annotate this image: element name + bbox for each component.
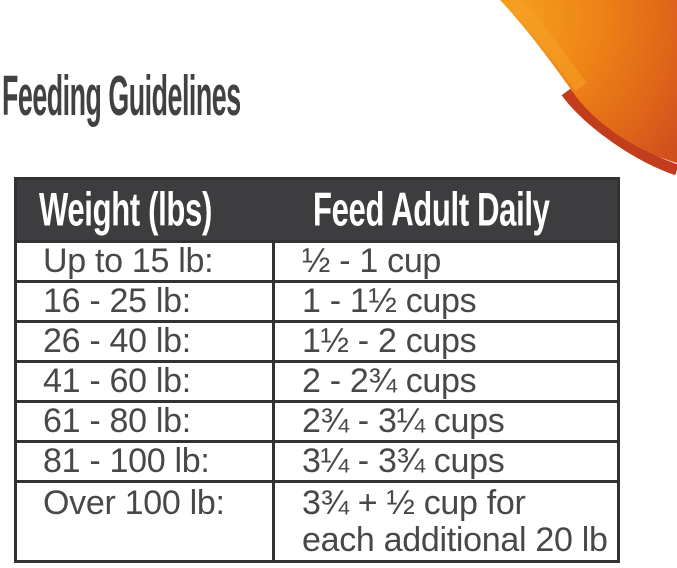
feed-cell: ½ - 1 cup	[272, 243, 617, 280]
feed-cell: 1½ - 2 cups	[272, 323, 617, 360]
weight-cell: 26 - 40 lb:	[43, 322, 191, 360]
feeding-table: Weight (lbs) Feed Adult Daily Up to 15 l…	[14, 177, 620, 563]
swoosh-rim	[561, 88, 677, 176]
feed-cell: 2 - 2¾ cups	[272, 363, 617, 400]
table-row: 41 - 60 lb: 2 - 2¾ cups	[17, 360, 617, 400]
column-header-feed: Feed Adult Daily	[313, 182, 550, 236]
feed-cell: 3¼ - 3¾ cups	[272, 443, 617, 480]
swoosh-highlight	[507, 0, 587, 92]
page-title: Feeding Guidelines	[2, 64, 241, 128]
feed-cell: 1 - 1½ cups	[272, 283, 617, 320]
weight-cell: Over 100 lb:	[43, 484, 225, 522]
table-row: Over 100 lb: 3¾ + ½ cup for each additio…	[17, 480, 617, 560]
table-row: 61 - 80 lb: 2¾ - 3¼ cups	[17, 400, 617, 440]
table-header-row: Weight (lbs) Feed Adult Daily	[17, 180, 617, 240]
table-row: Up to 15 lb: ½ - 1 cup	[17, 240, 617, 280]
swoosh-body	[500, 0, 677, 163]
weight-cell: 16 - 25 lb:	[43, 282, 191, 320]
table-row: 16 - 25 lb: 1 - 1½ cups	[17, 280, 617, 320]
feed-cell: 3¾ + ½ cup for each additional 20 lb	[272, 483, 617, 560]
weight-cell: 41 - 60 lb:	[43, 362, 191, 400]
table-row: 81 - 100 lb: 3¼ - 3¾ cups	[17, 440, 617, 480]
table-row: 26 - 40 lb: 1½ - 2 cups	[17, 320, 617, 360]
table-body: Up to 15 lb: ½ - 1 cup 16 - 25 lb: 1 - 1…	[17, 240, 617, 560]
feed-cell: 2¾ - 3¼ cups	[272, 403, 617, 440]
weight-cell: 81 - 100 lb:	[43, 442, 210, 480]
weight-cell: Up to 15 lb:	[43, 242, 214, 280]
column-header-weight: Weight (lbs)	[39, 182, 212, 236]
weight-cell: 61 - 80 lb:	[43, 402, 191, 440]
